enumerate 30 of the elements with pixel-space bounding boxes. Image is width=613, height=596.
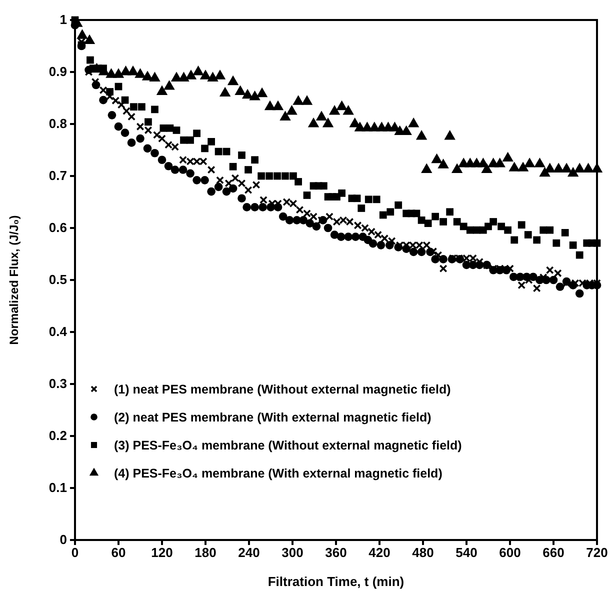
y-tick-label: 0.4 [48,324,68,340]
x-tick-label: 300 [282,545,304,560]
x-tick-label: 0 [71,545,79,560]
y-tick-label: 0.2 [48,428,67,444]
x-tick-label: 540 [456,545,478,560]
x-tick-label: 240 [238,545,260,560]
x-tick-label: 480 [412,545,434,560]
y-tick-label: 0.1 [48,480,67,496]
y-tick-label: 0.9 [48,64,67,80]
x-tick-label: 180 [194,545,216,560]
x-tick-label: 360 [325,545,347,560]
x-axis-title: Filtration Time, t (min) [268,574,404,589]
legend-label: (3) PES-Fe₃O₄ membrane (Without external magnetic field) [114,438,462,452]
legend-label: (2) neat PES membrane (With external magnetic field) [114,410,432,424]
x-tick-label: 720 [586,545,608,560]
legend-label: (1) neat PES membrane (Without external magnetic field) [114,382,451,396]
y-axis-title: Normalized Flux, (J/J₀) [7,215,21,345]
x-tick-label: 660 [542,545,564,560]
y-tick-label: 0.8 [48,116,67,132]
x-tick-label: 60 [111,545,126,560]
y-tick-label: 0.7 [48,168,67,184]
y-tick-label: 1 [60,12,67,28]
x-tick-label: 600 [499,545,521,560]
legend-label: (4) PES-Fe₃O₄ membrane (With external magnetic field) [114,466,442,480]
y-tick-label: 0 [60,532,67,548]
y-tick-label: 0.3 [48,376,67,392]
x-tick-label: 120 [151,545,173,560]
x-tick-label: 420 [368,545,390,560]
y-tick-label: 0.6 [48,220,67,236]
y-tick-label: 0.5 [48,272,67,288]
